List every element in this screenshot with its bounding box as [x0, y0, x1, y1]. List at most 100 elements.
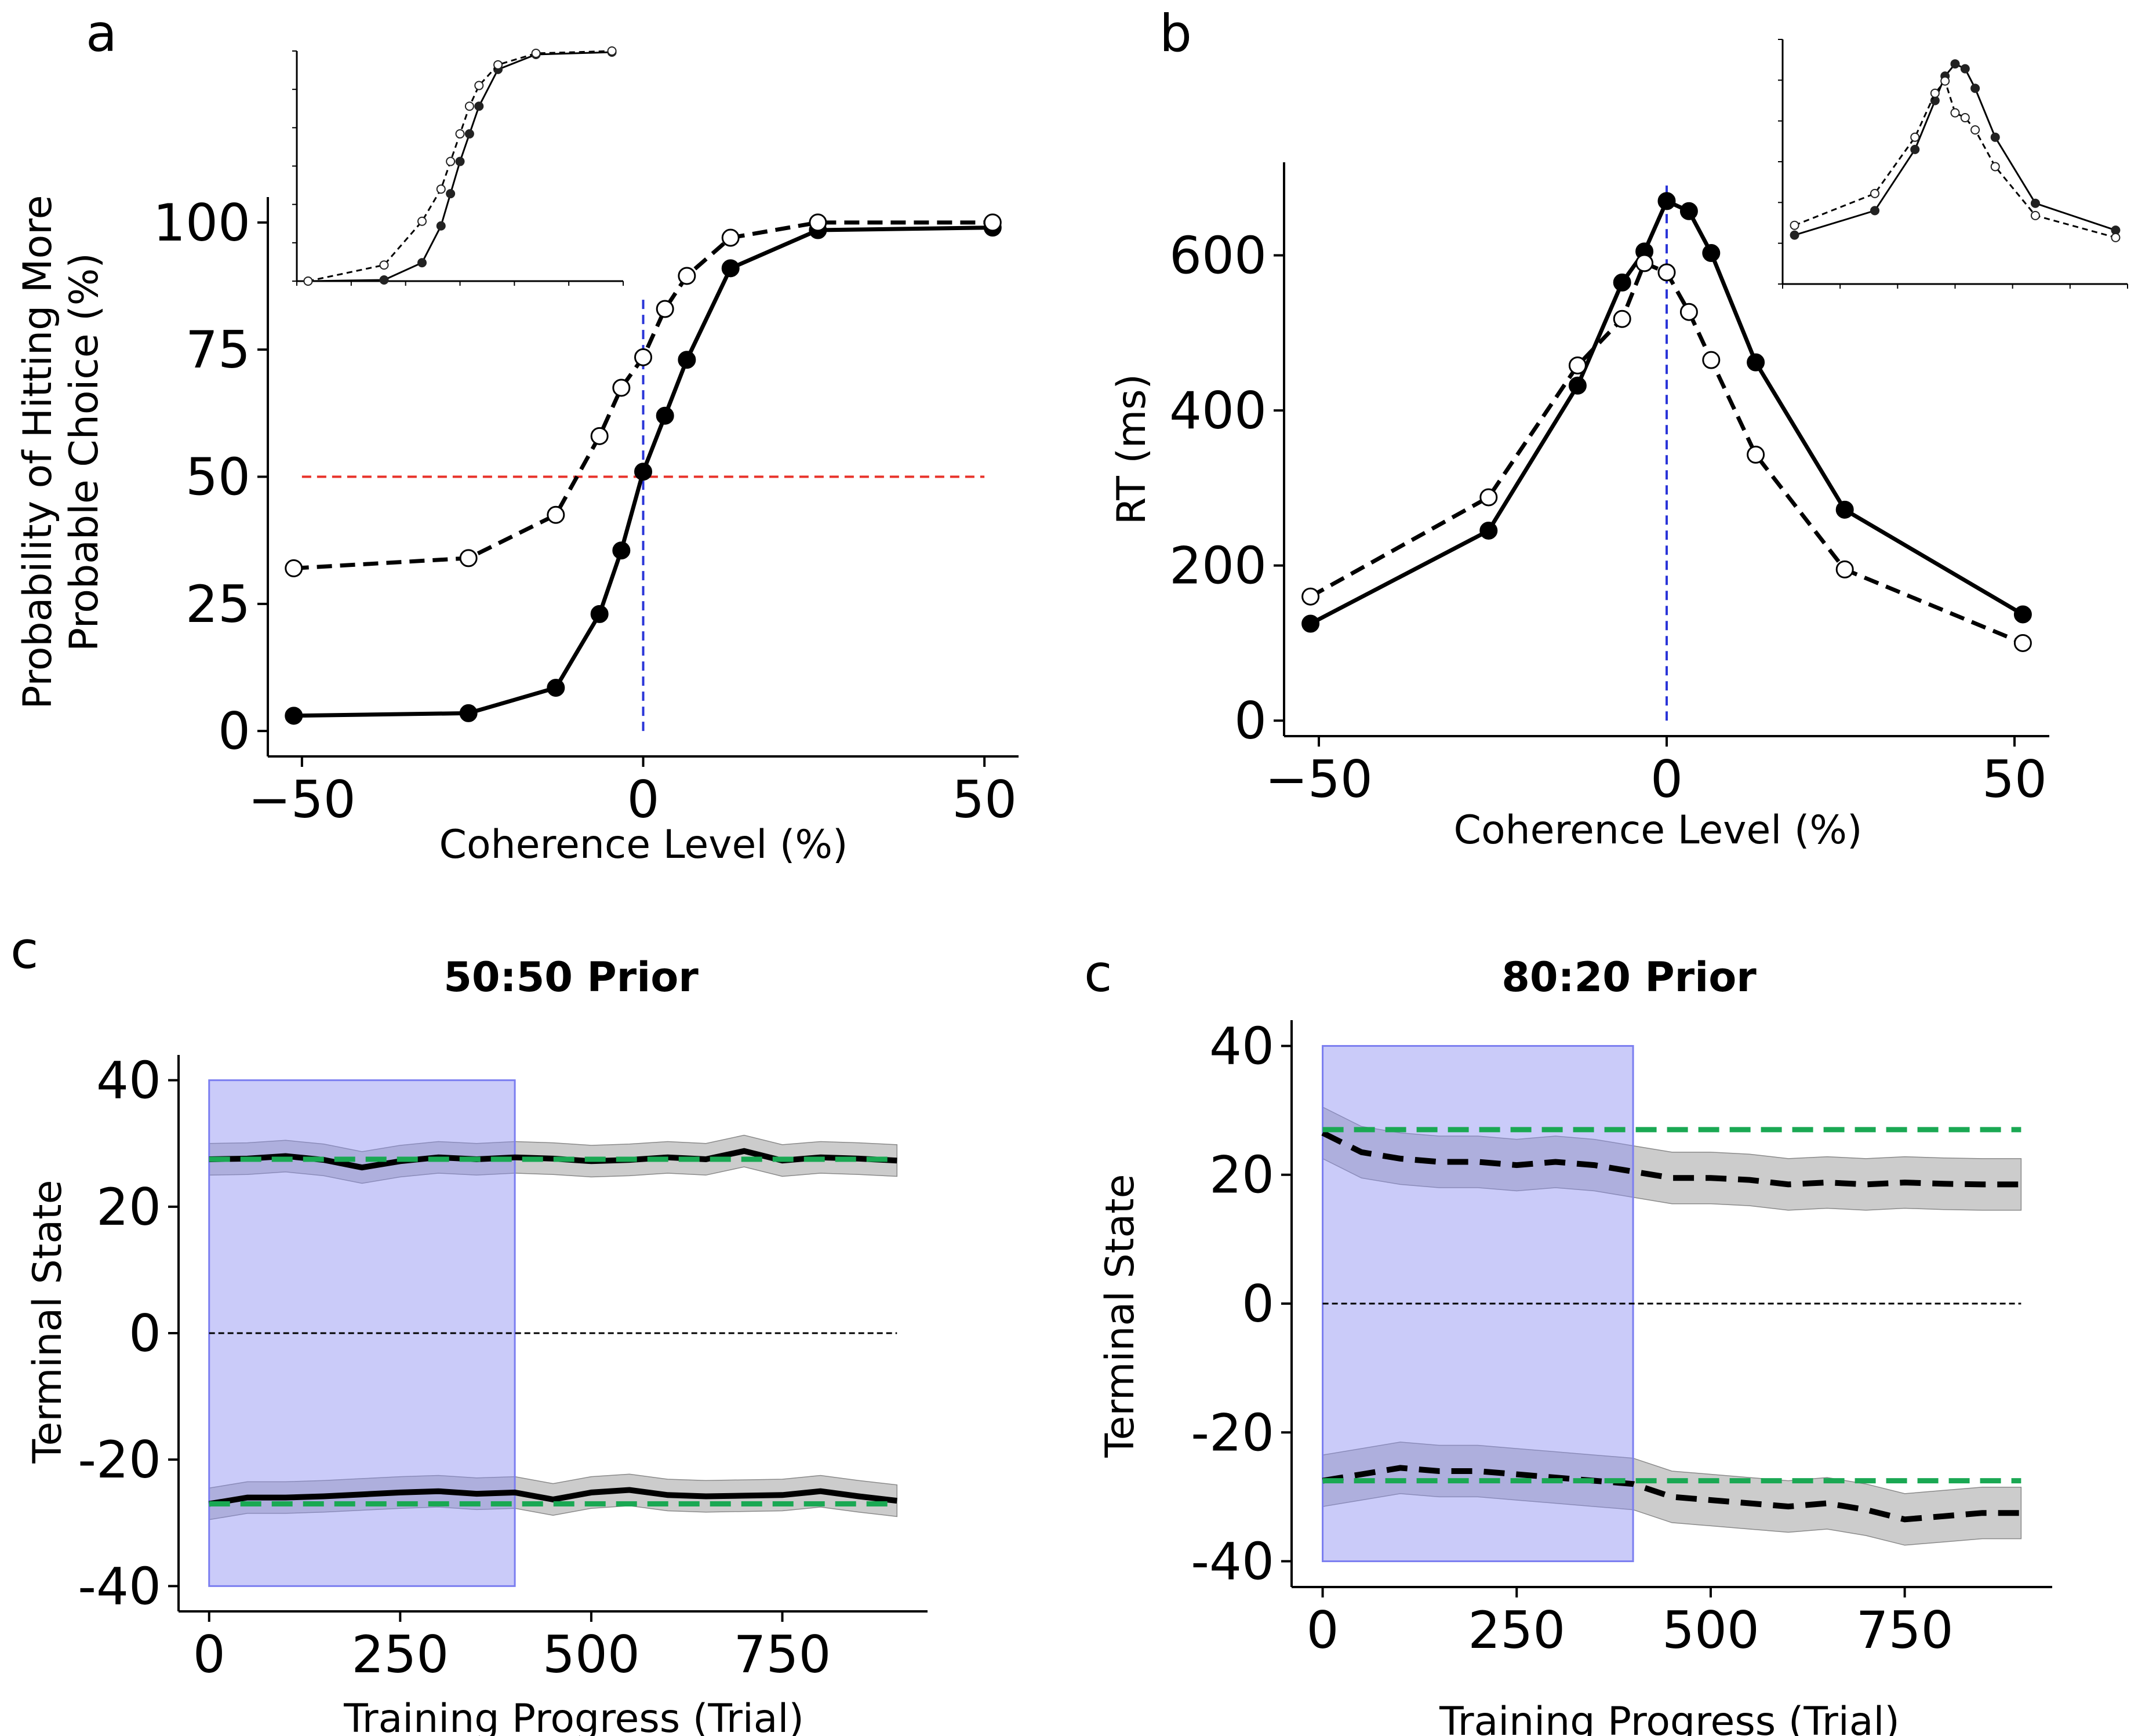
chart-b-point-dashed	[1479, 488, 1498, 507]
chart-a: −50 0 50 0 25 50 75 100 Coherence Level (%) Pro…	[15, 46, 1019, 868]
chart-b-inset-point-dashed	[2111, 232, 2121, 242]
chart-b-point-dashed	[1835, 560, 1854, 578]
chart-b-inset-point-solid	[1870, 206, 1880, 216]
chart-b-point-dashed	[1568, 356, 1587, 375]
chart-c-80-ticks: 0 250 500 750 40 20 0 -20 -40	[1191, 1016, 1953, 1660]
chart-b-y-axis-label: RT (ms)	[1109, 374, 1155, 525]
chart-a-x-axis-label: Coherence Level (%)	[439, 822, 848, 868]
chart-c-80-y-tick-label: -40	[1191, 1532, 1274, 1592]
chart-c-50: 50:50 Prior 0 250 500 750 40 20 0 -20 -40 Traini…	[25, 953, 928, 1736]
chart-a-inset-point-dashed	[464, 101, 474, 111]
chart-b-point-solid	[1301, 614, 1320, 633]
chart-b-y-tick-label: 200	[1169, 536, 1267, 596]
panel-letter-b: b	[1159, 3, 1192, 63]
chart-a-point-dashed	[721, 228, 740, 247]
chart-a-x-tick-label: 0	[627, 770, 660, 829]
chart-b-inset	[1778, 39, 2128, 289]
chart-a-y-tick-label: 50	[186, 447, 250, 507]
chart-b-inset-point-dashed	[1790, 220, 1799, 230]
panel-letter-c-right: c	[1084, 944, 1112, 1003]
chart-b-point-solid	[1747, 353, 1765, 372]
chart-c-50-y-tick-label: -20	[78, 1430, 161, 1490]
chart-b-point-dashed	[1657, 263, 1676, 282]
chart-c-50-y-tick-label: 20	[96, 1177, 161, 1237]
chart-a-point-dashed	[285, 559, 303, 577]
chart-b-x-tick-label: −50	[1265, 749, 1373, 809]
chart-c-50-x-axis-label: Training Progress (Trial)	[343, 1696, 804, 1736]
chart-a-inset-point-solid	[474, 101, 484, 111]
chart-a-point-solid	[634, 463, 652, 481]
chart-b-point-solid	[2013, 605, 2032, 624]
chart-b-point-solid	[1568, 376, 1587, 395]
chart-a-point-solid	[612, 541, 631, 560]
chart-a-y-tick-label: 100	[153, 193, 250, 253]
chart-c-50-x-tick-label: 0	[193, 1625, 226, 1684]
chart-a-point-dashed	[983, 213, 1002, 232]
chart-a-point-dashed	[809, 213, 827, 232]
panel-letter-a: a	[86, 3, 117, 63]
chart-a-point-dashed	[634, 348, 652, 366]
chart-a-point-dashed	[678, 267, 696, 285]
chart-a-inset-point-solid	[379, 275, 389, 285]
chart-b-x-tick-label: 50	[1982, 749, 2047, 809]
chart-b-point-solid	[1657, 192, 1676, 210]
chart-c-80-x-tick-label: 500	[1662, 1600, 1759, 1660]
chart-a-x-tick-label: 50	[952, 770, 1017, 829]
chart-a-inset-line-solid	[308, 51, 612, 282]
chart-a-point-dashed	[656, 300, 674, 318]
chart-b-y-tick-label: 0	[1234, 691, 1267, 751]
chart-c-80-x-tick-label: 0	[1307, 1600, 1339, 1660]
chart-a-point-solid	[459, 704, 478, 722]
chart-c-80-variability-band	[1322, 1442, 2022, 1546]
chart-b-inset-point-dashed	[1930, 88, 1940, 98]
chart-b-inset-point-solid	[1970, 83, 1980, 93]
chart-c-80-marks	[1321, 1044, 2022, 1563]
chart-b-inset-point-dashed	[2030, 210, 2040, 220]
chart-b-point-dashed	[1613, 310, 1631, 328]
chart-a-point-solid	[721, 259, 740, 278]
chart-b-inset-point-dashed	[1970, 125, 1980, 135]
chart-c-50-y-axis-label: Terminal State	[25, 1180, 71, 1464]
chart-c-80-y-tick-label: 40	[1209, 1016, 1274, 1076]
chart-c-80-title: 80:20 Prior	[1501, 953, 1757, 1001]
chart-a-inset	[292, 46, 624, 286]
chart-a-y-axis-label-line1: Probability of Hitting More	[15, 195, 61, 709]
chart-b-point-solid	[1835, 500, 1854, 519]
chart-b-inset-line-dashed	[1794, 79, 2116, 239]
chart-b-inset-point-dashed	[1870, 188, 1880, 198]
chart-b-inset-point-dashed	[1990, 162, 2000, 172]
chart-b-inset-point-solid	[1990, 132, 2000, 142]
chart-b-inset-point-dashed	[1950, 108, 1960, 118]
chart-b-inset-point-solid	[1910, 144, 1920, 154]
chart-b-inset-point-solid	[1960, 64, 1970, 74]
chart-b-point-dashed	[1679, 303, 1698, 321]
chart-c-50-y-tick-label: -40	[78, 1556, 161, 1616]
chart-c-50-lower-mean-line	[208, 1487, 897, 1507]
chart-a-inset-point-solid	[455, 157, 465, 166]
chart-a-y-tick-label: 0	[218, 701, 250, 761]
chart-a-marks	[285, 213, 1002, 731]
chart-c-80-y-tick-label: 0	[1242, 1274, 1274, 1334]
chart-c-50-title: 50:50 Prior	[443, 953, 699, 1001]
chart-a-y-tick-label: 75	[186, 320, 250, 380]
chart-a-inset-point-dashed	[417, 216, 427, 226]
chart-c-50-x-tick-label: 250	[351, 1625, 449, 1684]
chart-a-inset-point-dashed	[474, 81, 484, 90]
chart-a-inset-point-solid	[417, 258, 427, 268]
chart-a-point-dashed	[590, 427, 609, 445]
chart-c-80-x-tick-label: 250	[1468, 1600, 1565, 1660]
chart-a-inset-point-dashed	[455, 129, 465, 139]
chart-a-point-solid	[285, 707, 303, 725]
chart-a-x-tick-label: −50	[248, 770, 356, 829]
chart-c-80-y-tick-label: -20	[1191, 1403, 1274, 1462]
chart-b-y-tick-label: 400	[1169, 381, 1267, 441]
chart-b-x-tick-label: 0	[1650, 749, 1683, 809]
chart-c-50-x-tick-label: 500	[543, 1625, 640, 1684]
chart-b-x-axis-label: Coherence Level (%)	[1453, 807, 1862, 853]
chart-c-80-lower-mean-line	[1322, 1465, 2021, 1523]
chart-c-80: 80:20 Prior 0 250 500 750 40 20 0 -20 -40 Traini…	[1097, 953, 2052, 1736]
chart-a-inset-point-solid	[464, 129, 474, 139]
chart-a-point-solid	[547, 679, 565, 697]
